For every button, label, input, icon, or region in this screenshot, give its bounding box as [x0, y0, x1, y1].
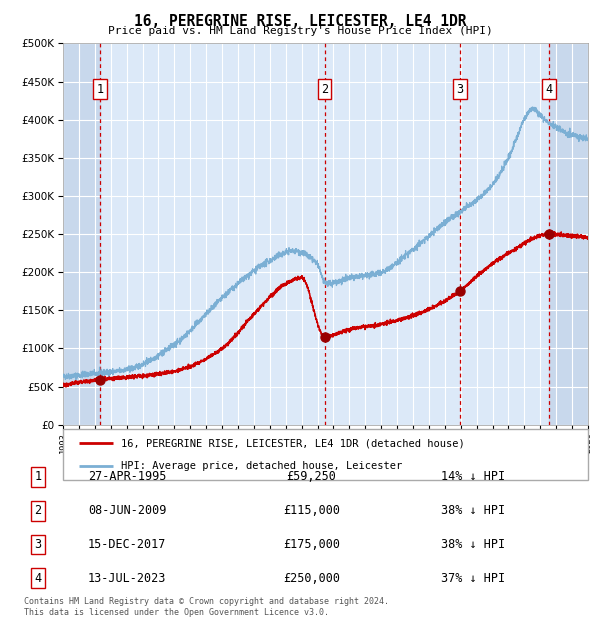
Text: £115,000: £115,000	[283, 504, 340, 517]
Text: 08-JUN-2009: 08-JUN-2009	[88, 504, 166, 517]
Text: Contains HM Land Registry data © Crown copyright and database right 2024.
This d: Contains HM Land Registry data © Crown c…	[24, 598, 389, 617]
Text: 2: 2	[321, 82, 328, 95]
Text: 38% ↓ HPI: 38% ↓ HPI	[441, 538, 505, 551]
Text: 15-DEC-2017: 15-DEC-2017	[88, 538, 166, 551]
Text: 13-JUL-2023: 13-JUL-2023	[88, 572, 166, 585]
Text: 37% ↓ HPI: 37% ↓ HPI	[441, 572, 505, 585]
Text: 1: 1	[34, 471, 41, 484]
Text: 3: 3	[34, 538, 41, 551]
Text: 4: 4	[545, 82, 553, 95]
Text: 2: 2	[34, 504, 41, 517]
Text: Price paid vs. HM Land Registry's House Price Index (HPI): Price paid vs. HM Land Registry's House …	[107, 26, 493, 36]
Text: 14% ↓ HPI: 14% ↓ HPI	[441, 471, 505, 484]
FancyBboxPatch shape	[63, 429, 588, 480]
Text: 38% ↓ HPI: 38% ↓ HPI	[441, 504, 505, 517]
Text: £59,250: £59,250	[287, 471, 337, 484]
Text: HPI: Average price, detached house, Leicester: HPI: Average price, detached house, Leic…	[121, 461, 402, 471]
Text: 1: 1	[97, 82, 103, 95]
Text: £250,000: £250,000	[283, 572, 340, 585]
Text: 3: 3	[457, 82, 464, 95]
Text: 4: 4	[34, 572, 41, 585]
Text: 27-APR-1995: 27-APR-1995	[88, 471, 166, 484]
Bar	[549, 43, 588, 425]
Text: 16, PEREGRINE RISE, LEICESTER, LE4 1DR (detached house): 16, PEREGRINE RISE, LEICESTER, LE4 1DR (…	[121, 438, 464, 448]
Text: 16, PEREGRINE RISE, LEICESTER, LE4 1DR: 16, PEREGRINE RISE, LEICESTER, LE4 1DR	[134, 14, 466, 29]
Text: £175,000: £175,000	[283, 538, 340, 551]
Bar	[63, 43, 100, 425]
